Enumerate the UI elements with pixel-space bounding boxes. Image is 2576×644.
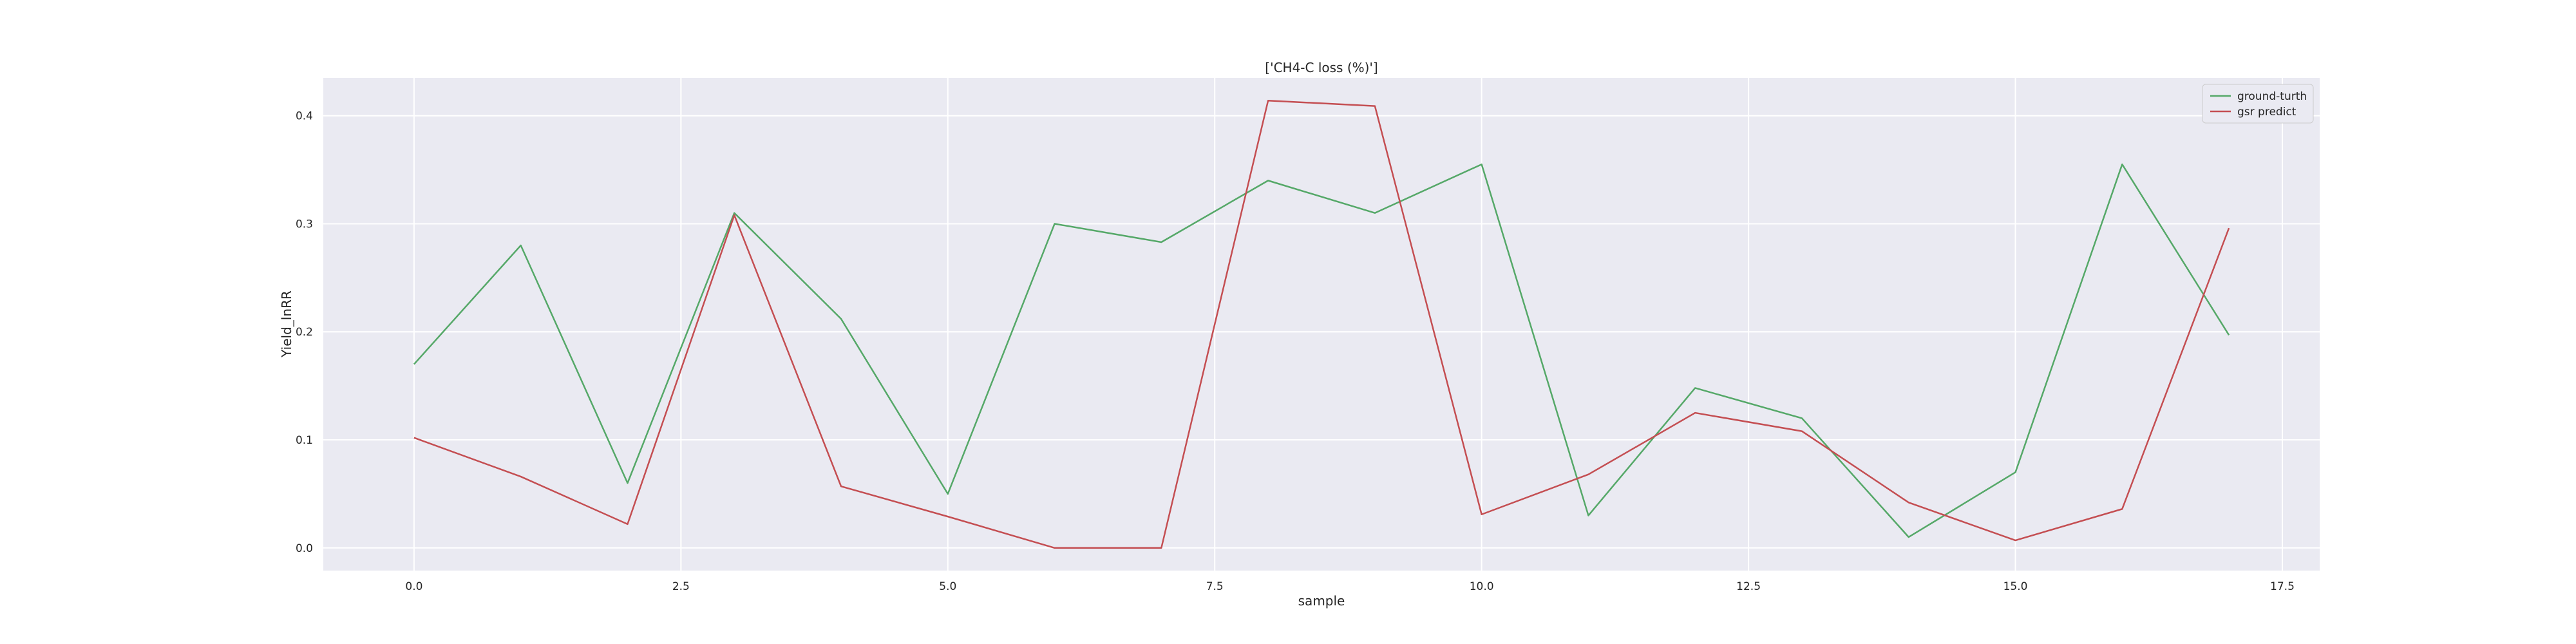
grid-layer [323,78,2320,571]
plot-area [323,78,2320,571]
x-tick-label: 17.5 [2270,580,2295,593]
y-axis-label: Yield_lnRR [279,290,294,358]
tick-labels: 0.0 2.5 5.0 7.5 10.0 12.5 15.0 17.5 0.0 0.1 0.2 0.3… [296,110,2295,593]
series-layer [413,99,2230,549]
legend-label-ground-turth: ground-turth [2237,90,2307,103]
y-tick-label: 0.3 [296,218,313,231]
x-tick-label: 12.5 [1736,580,1761,593]
y-tick-label: 0.0 [296,542,313,555]
y-tick-label: 0.1 [296,434,313,447]
x-axis-label: sample [1298,593,1345,609]
y-tick-label: 0.4 [296,110,313,123]
x-tick-label: 15.0 [2003,580,2028,593]
x-tick-label: 5.0 [939,580,956,593]
series-line-gsr-predict [413,99,2230,549]
chart-title: ['CH4-C loss (%)'] [1265,60,1378,75]
x-tick-label: 7.5 [1206,580,1224,593]
legend-label-gsr-predict: gsr predict [2237,106,2297,118]
legend: ground-turth gsr predict [2202,84,2314,124]
series-line-ground-turth [413,163,2230,538]
legend-box [2202,84,2314,124]
y-tick-label: 0.2 [296,326,313,339]
x-tick-label: 10.0 [1470,580,1494,593]
x-tick-label: 0.0 [405,580,422,593]
x-tick-label: 2.5 [672,580,690,593]
